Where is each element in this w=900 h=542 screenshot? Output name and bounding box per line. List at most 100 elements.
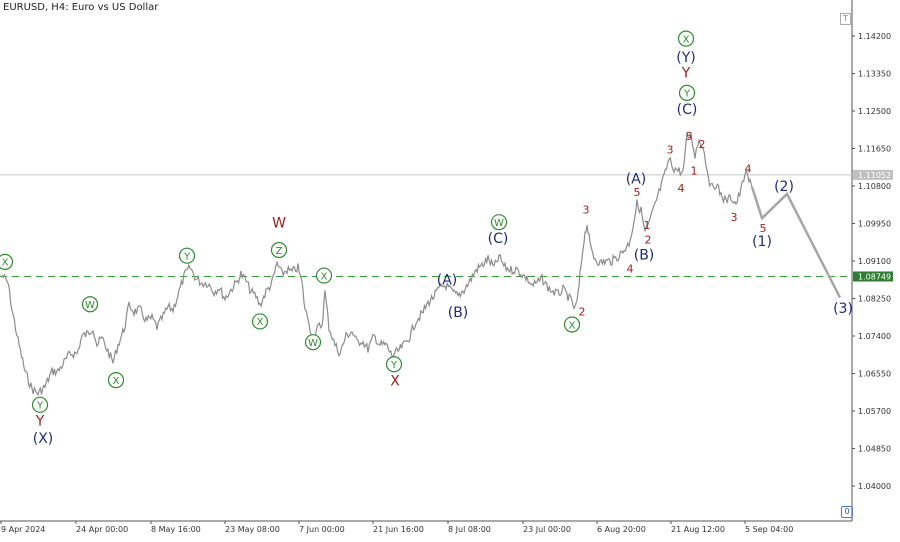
wave-text: 2: [579, 306, 586, 319]
x-tick-label: 5 Sep 04:00: [745, 525, 793, 534]
wave-label: 4: [627, 262, 634, 275]
wave-label: (3): [833, 301, 853, 317]
wave-circle-marker: [304, 334, 322, 351]
wave-text: W: [272, 216, 286, 232]
wave-circle-marker: [563, 316, 581, 333]
x-tick-label: 8 Jul 08:00: [448, 525, 491, 534]
support-level-tag: [853, 271, 893, 282]
wave-text: (B): [634, 247, 655, 263]
wave-text: 4: [678, 182, 685, 195]
wave-label: 5: [686, 130, 693, 143]
wave-label: W: [272, 216, 286, 232]
y-tick-label: 1.14200: [858, 32, 891, 41]
wave-circle-marker: [270, 241, 288, 259]
wave-circle-marker: [251, 313, 269, 330]
y-tick-label: 1.06550: [858, 370, 891, 379]
wave-label: (C): [488, 231, 509, 247]
wave-circle-text: X: [569, 320, 576, 331]
current-price-label: 1.11052: [858, 171, 891, 180]
wave-label: (1): [752, 234, 772, 250]
wave-label: 4: [678, 182, 685, 195]
wave-text: (C): [488, 231, 509, 247]
support-level-label: 1.08749: [858, 272, 891, 281]
wave-text: Y: [35, 414, 45, 430]
wave-circle-text: X: [257, 317, 264, 328]
wave-circle-text: X: [683, 34, 690, 45]
y-tick-label: 1.13350: [858, 70, 891, 79]
wave-label: Y: [178, 247, 196, 264]
y-tick-label: 1.09950: [858, 220, 891, 229]
y-tick-label: 1.11650: [858, 145, 891, 154]
wave-label: Z: [270, 241, 288, 259]
x-tick-label: 23 Jul 00:00: [523, 525, 571, 534]
wave-text: 2: [699, 138, 706, 151]
wave-text: (A): [437, 273, 458, 289]
wave-circle-text: Y: [36, 401, 44, 412]
wave-label: (B): [634, 247, 655, 263]
wave-label: (Y): [676, 50, 695, 66]
wave-label: X: [315, 267, 333, 284]
wave-text: (A): [626, 172, 647, 188]
x-tick-label: 21 Jun 16:00: [373, 525, 424, 534]
wave-label: 2: [579, 306, 586, 319]
x-tick-label: 9 Apr 2024: [1, 525, 45, 534]
wave-text: 1: [644, 219, 651, 232]
y-tick-label: 1.07400: [858, 332, 891, 341]
wave-label: X: [563, 316, 581, 333]
forecast-path: [750, 186, 842, 299]
wave-label: X: [251, 313, 269, 330]
wave-circle-marker: [31, 396, 49, 413]
wave-label: 3: [667, 143, 674, 156]
x-tick-label: 23 May 08:00: [225, 525, 280, 534]
wave-circle-marker: [81, 296, 99, 313]
wave-label: Y: [678, 84, 696, 102]
wave-label: W: [304, 334, 322, 351]
y-tick-label: 1.05700: [858, 407, 891, 416]
x-tick-label: 8 May 16:00: [151, 525, 201, 534]
wave-circle-text: X: [321, 271, 328, 282]
x-tick-label: 6 Aug 20:00: [597, 525, 646, 534]
wave-circle-text: Z: [276, 246, 283, 257]
wave-text: 3: [667, 143, 674, 156]
trade-toggle-button[interactable]: T: [840, 13, 851, 25]
wave-text: 4: [745, 162, 752, 175]
wave-text: (X): [33, 431, 54, 447]
wave-label: (A): [626, 172, 647, 188]
y-tick-label: 1.09100: [858, 257, 891, 266]
wave-text: 2: [645, 233, 652, 246]
wave-circle-text: W: [308, 338, 318, 349]
wave-text: (3): [833, 301, 853, 317]
wave-text: 4: [627, 262, 634, 275]
wave-label: Y: [35, 414, 45, 430]
symbol-title: EURUSD, H4: Euro vs US Dollar: [3, 2, 159, 13]
wave-label: Y: [31, 396, 49, 413]
wave-circle-text: W: [494, 218, 504, 229]
wave-text: 5: [686, 130, 693, 143]
wave-circle-marker: [678, 84, 696, 102]
wave-circle-text: X: [2, 258, 9, 269]
wave-label: 5: [760, 222, 767, 235]
wave-text: 5: [634, 186, 641, 199]
chart-settings-button[interactable]: 0: [841, 506, 853, 518]
x-tick-label: 21 Aug 12:00: [671, 525, 725, 534]
x-tick-label: 24 Apr 00:00: [76, 525, 128, 534]
wave-text: (2): [774, 179, 794, 195]
wave-circle-marker: [490, 214, 508, 231]
wave-label: X: [677, 30, 695, 47]
wave-label: (X): [33, 431, 54, 447]
wave-label: (B): [448, 305, 469, 321]
wave-text: Y: [681, 66, 691, 82]
wave-circle-text: Y: [390, 360, 398, 371]
wave-text: (B): [448, 305, 469, 321]
wave-text: 1: [691, 165, 698, 178]
wave-circle-marker: [178, 247, 196, 264]
wave-label: X: [0, 253, 14, 270]
wave-text: (C): [677, 102, 698, 118]
wave-label: (A): [437, 273, 458, 289]
current-price-tag: [853, 169, 893, 180]
wave-circle-text: W: [85, 300, 95, 311]
wave-circle-marker: [0, 253, 14, 270]
wave-circle-marker: [385, 356, 403, 373]
wave-label: 4: [745, 162, 752, 175]
